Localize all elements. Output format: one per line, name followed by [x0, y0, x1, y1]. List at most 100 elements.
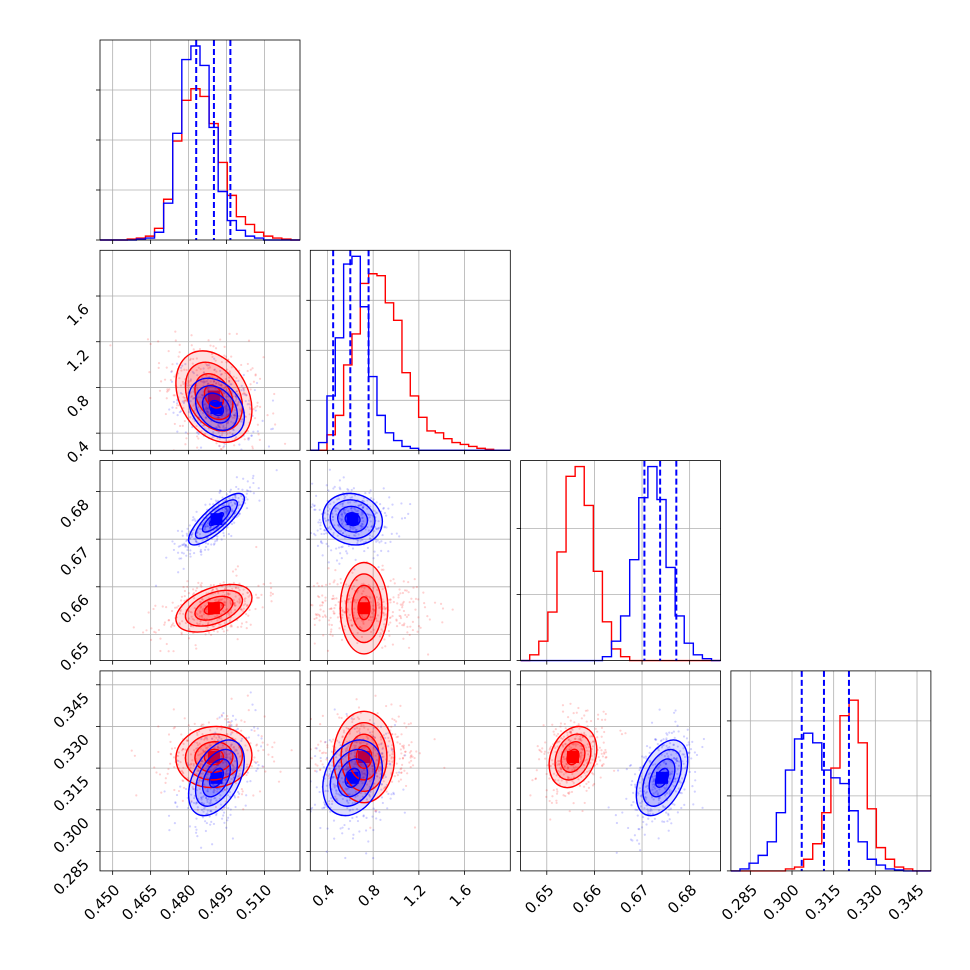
- panel-2-1-point: [367, 618, 370, 622]
- panel-3-2-point: [585, 749, 589, 752]
- panel-2-1-point: [367, 529, 371, 532]
- panel-3-0-point: [232, 746, 235, 749]
- panel-2-1-point: [330, 623, 333, 627]
- panel-3-2-point: [559, 725, 562, 728]
- panel-3-1-point: [368, 773, 372, 776]
- panel-3-1-point: [411, 764, 415, 767]
- panel-1-0-point: [200, 393, 203, 397]
- panel-2-0-point: [194, 589, 198, 592]
- panel-3-2-point: [676, 768, 679, 771]
- panel-3-0-point: [214, 796, 217, 800]
- panel-3-2-point: [600, 752, 603, 755]
- panel-2-0-point: [238, 597, 241, 601]
- panel-3-0-point: [221, 761, 224, 764]
- panel-3-2-point: [564, 727, 567, 730]
- panel-2-0-point: [222, 531, 225, 535]
- panel-3-0-point: [222, 814, 225, 817]
- panel-2-0-point: [241, 593, 245, 596]
- panel-3-1-point: [413, 756, 416, 760]
- panel-3-0-point: [210, 737, 214, 740]
- panel-3-2-point: [578, 727, 581, 730]
- panel-3-1-point: [410, 741, 413, 744]
- panel-3-2-point: [586, 743, 589, 746]
- panel-3-2-point: [558, 759, 561, 763]
- panel-2-1-point: [354, 529, 357, 532]
- panel-2-1-point: [375, 511, 379, 515]
- panel-2-1-point: [353, 500, 356, 503]
- panel-2-1-point: [342, 520, 345, 523]
- panel-3-2-point: [630, 804, 633, 807]
- panel-3-2-point: [637, 792, 640, 795]
- y-tick-label: 0.8: [63, 392, 93, 422]
- panel-3-1-point: [329, 770, 332, 773]
- panel-2-1-point: [362, 622, 365, 626]
- panel-2-0-point: [223, 601, 226, 604]
- panel-3-1-point: [336, 713, 339, 716]
- panel-3-1-point: [409, 750, 413, 753]
- panel-3-0-point: [228, 725, 231, 728]
- panel-3-0-point: [224, 772, 227, 776]
- panel-3-0-point: [197, 754, 200, 757]
- panel-3-2-point: [661, 744, 664, 747]
- panel-2-0-point: [178, 621, 181, 625]
- panel-3-2-point: [560, 737, 563, 740]
- panel-3-1-point: [367, 768, 370, 771]
- panel-3-2-point: [652, 785, 655, 789]
- panel-2-1-point: [385, 514, 388, 517]
- panel-3-1-point: [385, 704, 388, 708]
- panel-3-1-point: [393, 723, 397, 727]
- panel-3-2-point: [567, 791, 570, 795]
- panel-2-1-point: [360, 613, 363, 617]
- panel-2-0-point: [191, 519, 194, 522]
- panel-2-1-point: [362, 505, 365, 508]
- y-tick-label: 1.6: [63, 300, 93, 330]
- panel-3-2-point: [569, 739, 572, 742]
- panel-3-2-point: [687, 751, 690, 754]
- panel-2-1-point: [327, 518, 330, 522]
- panel-3-0-point: [173, 788, 176, 792]
- panel-2-1-point: [391, 643, 395, 646]
- panel-3-2-point: [636, 839, 639, 842]
- panel-3-0-contour-3: [208, 767, 225, 788]
- panel-3-2-point: [577, 778, 580, 781]
- panel-1-0-point: [217, 416, 220, 420]
- panel-2-1-point: [401, 606, 404, 609]
- panel-3-1-point: [378, 766, 381, 769]
- panel-3-1-point: [365, 798, 369, 801]
- panel-2-1-point: [338, 479, 341, 482]
- panel-3-2-point: [572, 781, 575, 785]
- panel-2-1-point: [358, 503, 361, 507]
- panel-2-1-point: [343, 611, 346, 614]
- panel-1-0-point: [217, 423, 220, 426]
- panel-2-0-point: [223, 603, 227, 607]
- panel-3-2-point: [554, 728, 557, 731]
- panel-3-1-point: [405, 726, 408, 729]
- panel-2-0-point: [205, 523, 208, 526]
- panel-3-2-point: [685, 737, 689, 740]
- panel-3-1-point: [357, 706, 361, 709]
- panel-3-2-point: [583, 714, 586, 717]
- panel-2-1-point: [360, 513, 363, 516]
- panel-2-0-point: [177, 545, 180, 548]
- panel-3-2-point: [674, 790, 677, 793]
- panel-3-1-point: [324, 751, 327, 755]
- panel-3-1-point: [391, 760, 394, 763]
- panel-3-1-point: [330, 740, 333, 743]
- panel-1-0-point: [176, 430, 179, 433]
- panel-2-0-point: [219, 617, 222, 620]
- panel-3-2-point: [600, 749, 603, 752]
- panel-3-2-point: [557, 762, 561, 765]
- panel-3-2-point: [665, 732, 668, 735]
- panel-2-1-point: [391, 516, 394, 519]
- panel-1-0-point: [234, 395, 238, 398]
- panel-3-2-point: [581, 748, 584, 751]
- panel-3-1-point: [332, 738, 335, 741]
- panel-2-0-point: [262, 583, 265, 586]
- panel-3-1-point: [391, 750, 394, 753]
- panel-3-0-point: [219, 803, 223, 806]
- panel-2-1-point: [369, 615, 372, 618]
- panel-3-0-point: [170, 747, 174, 750]
- panel-2-0-point: [226, 597, 229, 600]
- panel-2-0-point: [192, 516, 195, 519]
- panel-2-0-point: [197, 581, 200, 584]
